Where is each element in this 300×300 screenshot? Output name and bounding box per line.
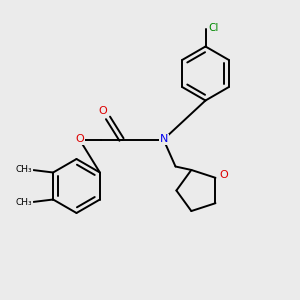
Text: O: O xyxy=(98,106,107,116)
Text: O: O xyxy=(75,134,84,145)
Text: O: O xyxy=(220,170,228,180)
Text: Cl: Cl xyxy=(209,23,219,33)
Text: N: N xyxy=(160,134,168,145)
Text: CH₃: CH₃ xyxy=(16,198,32,207)
Text: CH₃: CH₃ xyxy=(16,165,32,174)
